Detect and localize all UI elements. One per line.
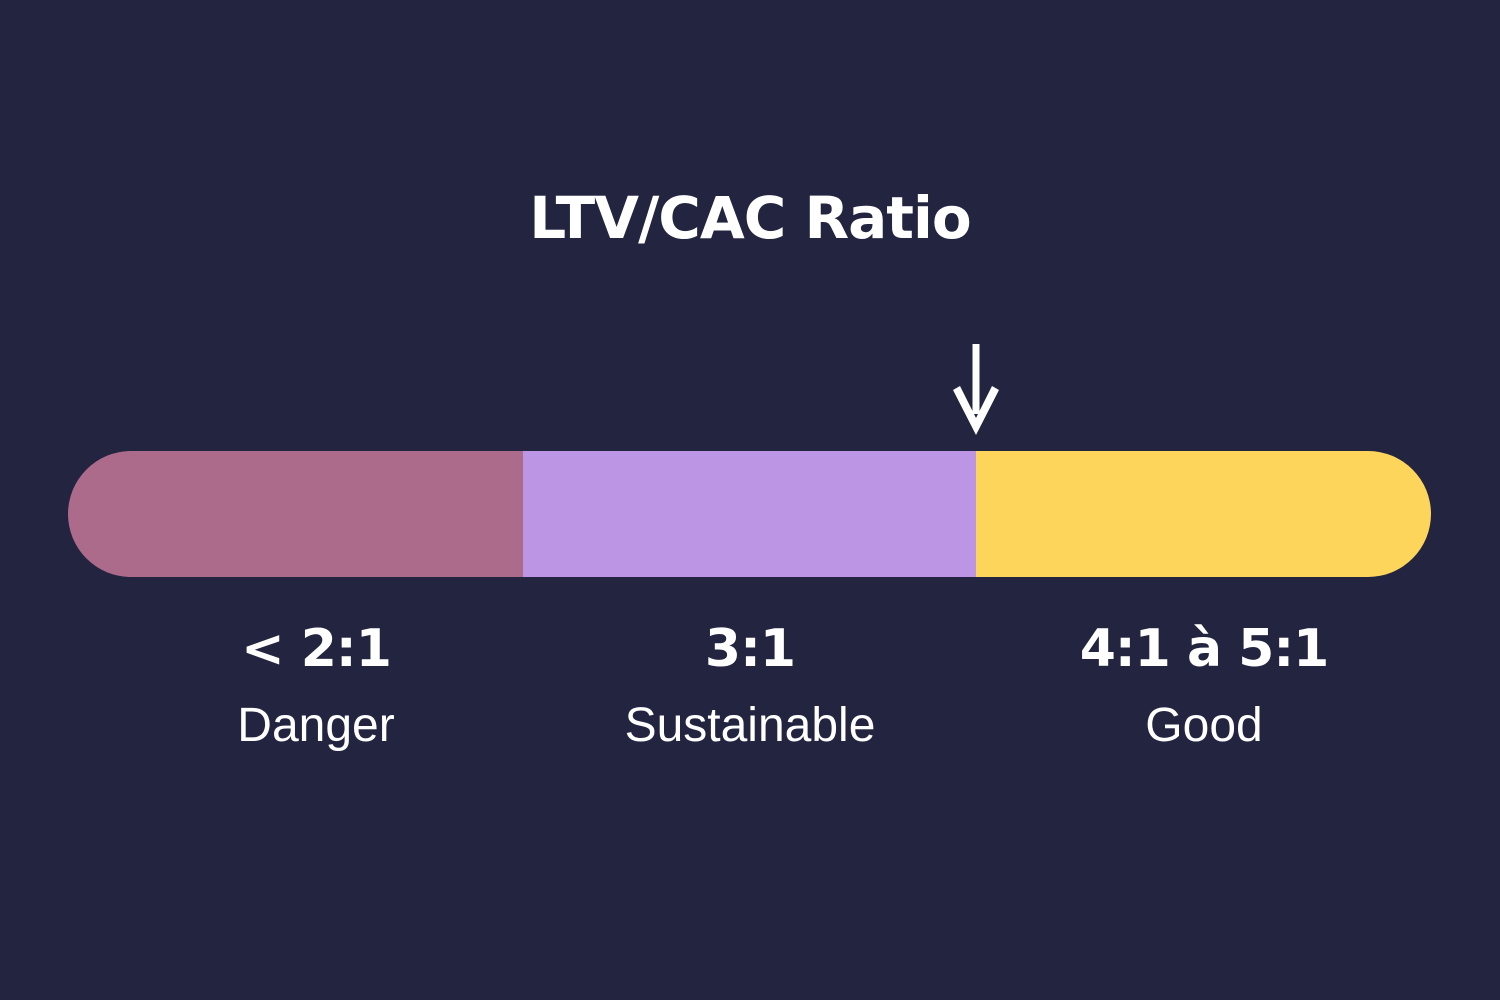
good-label-group: 4:1 à 5:1 Good (974, 612, 1434, 766)
danger-label-group: < 2:1 Danger (86, 612, 546, 766)
sustainable-label: Sustainable (624, 699, 876, 752)
good-ratio-value: 4:1 à 5:1 (1079, 619, 1330, 679)
sustainable-ratio-value: 3:1 (704, 619, 796, 679)
arrow-down-icon (951, 344, 1001, 438)
danger-label: Danger (237, 699, 395, 752)
sustainable-label-group: 3:1 Sustainable (520, 612, 980, 766)
good-label: Good (1145, 699, 1263, 752)
danger-ratio-value: < 2:1 (241, 619, 392, 679)
diagram-title: LTV/CAC Ratio (529, 184, 971, 252)
good-segment (976, 451, 1431, 577)
sustainable-segment (523, 451, 976, 577)
danger-segment (68, 451, 523, 577)
ratio-scale-bar (68, 451, 1431, 577)
